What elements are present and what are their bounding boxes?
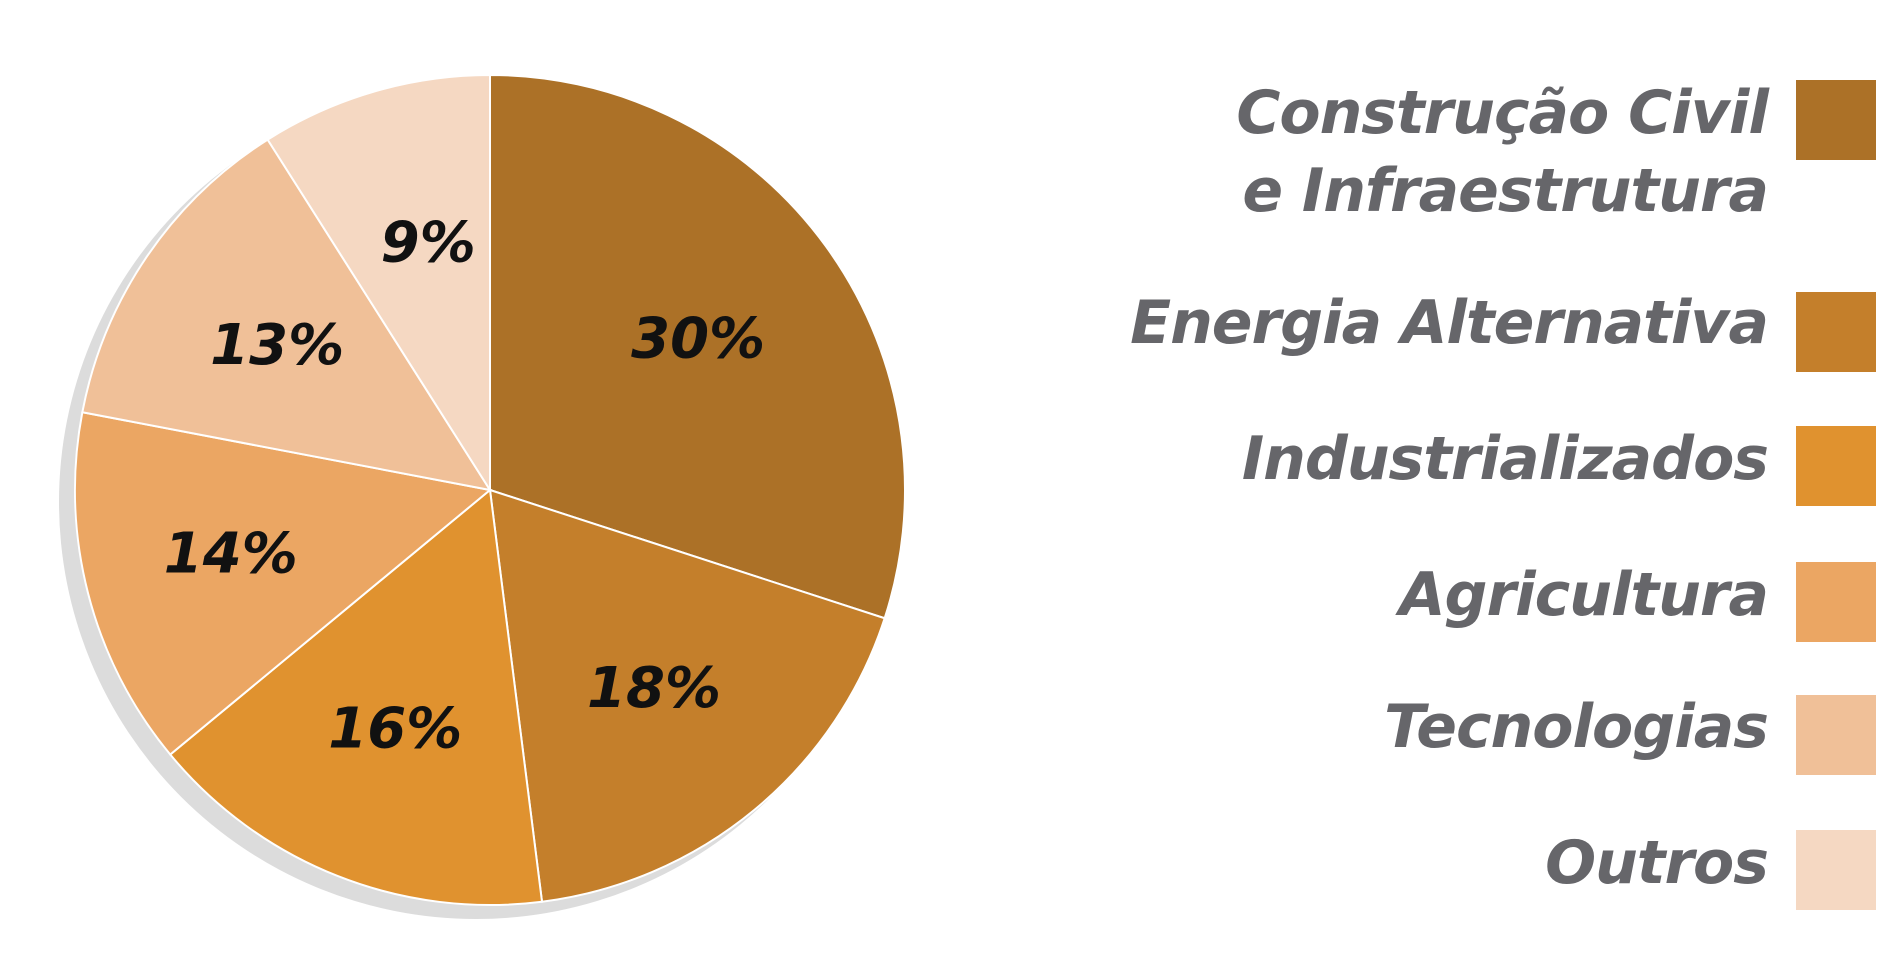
slice-percent-label: 13%: [210, 313, 344, 378]
pie-slice-1: [489, 73, 906, 620]
legend-swatch: [1796, 292, 1876, 372]
legend-label: Construção Civil e Infraestrutura: [1236, 74, 1769, 230]
legend-item: Industrializados: [976, 424, 1876, 506]
pie-labels: 30% 18% 16% 14% 13% 9%: [164, 210, 765, 761]
legend-label: Industrializados: [1241, 420, 1769, 498]
legend-label: Outros: [1545, 824, 1769, 902]
legend-label-line: e Infraestrutura: [1242, 156, 1769, 226]
legend-label-line: Energia Alternativa: [1130, 288, 1769, 358]
slice-percent-label: 16%: [328, 697, 462, 762]
legend-label-line: Agricultura: [1399, 560, 1769, 630]
legend-label-line: Industrializados: [1241, 424, 1769, 494]
legend-swatch: [1796, 695, 1876, 775]
slice-percent-label: 14%: [164, 521, 298, 586]
slice-percent-label: 18%: [587, 656, 721, 721]
pie-slice-2: [488, 488, 886, 903]
legend-label: Agricultura: [1399, 556, 1769, 634]
legend-label: Tecnologias: [1384, 688, 1769, 766]
legend-label-line: Tecnologias: [1384, 692, 1769, 762]
slice-percent-label: 30%: [631, 306, 765, 371]
pie-slice-3: [168, 488, 544, 906]
pie-slice-4: [74, 411, 493, 756]
pie-slice-5: [81, 138, 493, 492]
legend-label: Energia Alternativa: [1130, 284, 1769, 362]
legend-item: Energia Alternativa: [976, 288, 1876, 372]
legend-item: Outros: [976, 828, 1876, 910]
legend-label-line: Outros: [1545, 828, 1769, 898]
legend-swatch: [1796, 426, 1876, 506]
legend-item: Tecnologias: [976, 692, 1876, 775]
pie-slice-6: [266, 73, 491, 494]
legend-item: Construção Civil e Infraestrutura: [976, 78, 1876, 230]
legend-label-line: Construção Civil: [1236, 78, 1769, 148]
legend-swatch: [1796, 80, 1876, 160]
legend-swatch: [1796, 830, 1876, 910]
legend-item: Agricultura: [976, 560, 1876, 642]
slice-percent-label: 9%: [381, 210, 476, 275]
pie-slices: [74, 73, 906, 906]
legend-swatch: [1796, 562, 1876, 642]
